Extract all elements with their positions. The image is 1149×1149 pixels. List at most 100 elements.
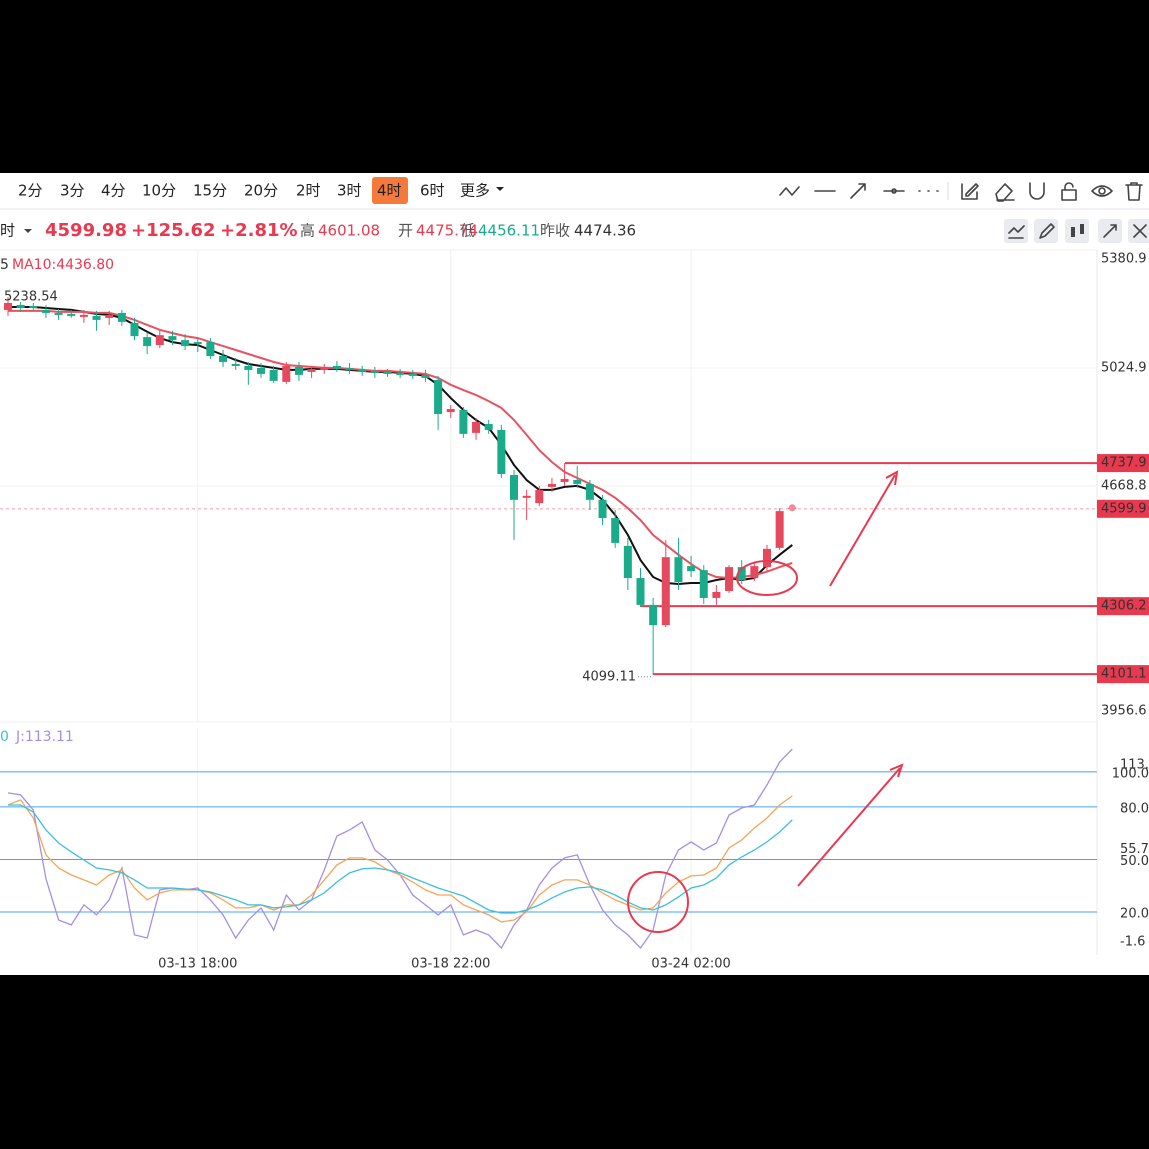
candle-body <box>560 478 569 482</box>
candle-body <box>623 545 632 579</box>
period: 时 <box>0 222 15 240</box>
candle-body <box>79 314 88 317</box>
candle-body <box>472 421 481 433</box>
more-caret <box>496 187 504 191</box>
candle-body <box>421 374 430 378</box>
axis-value-label: -1.6 <box>1120 935 1145 950</box>
tool-eraser[interactable] <box>995 183 1015 202</box>
price-tag-label: 4306.2 <box>1101 599 1147 614</box>
active-tab-bg[interactable] <box>372 177 408 204</box>
interval-tab[interactable]: 3时 <box>337 182 362 200</box>
tool-magnet[interactable] <box>1029 182 1045 200</box>
candle-body <box>459 410 468 434</box>
candle-body <box>282 365 291 382</box>
candle-body <box>535 489 544 504</box>
price-tag <box>1097 665 1149 684</box>
ma-legend: MA10:4436.80 <box>12 257 114 273</box>
interval-tab[interactable]: 15分 <box>193 182 227 200</box>
period-caret[interactable] <box>24 229 32 233</box>
btn-candles[interactable] <box>1065 219 1089 243</box>
interval-tab[interactable]: 6时 <box>420 182 445 200</box>
candle-body <box>105 314 114 318</box>
interval-tab[interactable]: 3分 <box>60 182 85 200</box>
y-tick-label: 3956.6 <box>1101 704 1147 719</box>
candle-body <box>649 604 658 626</box>
candle-body <box>687 566 696 572</box>
candle-body <box>661 557 670 626</box>
x-tick-label: 03-24 02:00 <box>651 957 730 972</box>
candle-body <box>67 313 76 316</box>
candle-body <box>408 373 417 376</box>
candle-body <box>598 499 607 519</box>
interval-tabs: 2分 3分 4分 10分 15分 20分 2时 3时 4时 6时 更多 <box>18 177 490 204</box>
stat-label: 昨收 <box>540 222 570 240</box>
btn-close[interactable] <box>1128 219 1149 243</box>
candle-body <box>434 379 443 415</box>
candle-body <box>244 365 253 370</box>
x-tick-label: 03-13 18:00 <box>158 957 237 972</box>
app-panel <box>0 173 1149 975</box>
candle-body <box>636 578 645 605</box>
interval-tab[interactable]: 20分 <box>244 182 278 200</box>
tool-trash[interactable] <box>1125 182 1143 201</box>
candle-body <box>674 557 683 583</box>
candle-body <box>29 305 38 308</box>
y-tick-label: 5380.9 <box>1101 252 1147 267</box>
candle-body <box>92 315 101 320</box>
interval-tab[interactable]: 4时 <box>377 182 402 200</box>
candle-body <box>585 483 594 500</box>
y-tick-label: 50.0 <box>1120 854 1149 869</box>
ma-legend: 5 <box>0 257 9 273</box>
change-pct: +2.81% <box>220 220 298 241</box>
stat-label: 开 <box>398 222 413 240</box>
interval-tab[interactable]: 2时 <box>296 182 321 200</box>
x-tick-label: 03-18 22:00 <box>411 957 490 972</box>
candle-body <box>396 372 405 375</box>
kdj-legend: J:113.11 <box>15 729 74 745</box>
chart-buttons[interactable] <box>1004 219 1149 243</box>
tool-trend[interactable] <box>779 186 800 196</box>
y-tick-label: 20.0 <box>1120 906 1149 921</box>
price-tag-label: 4599.9 <box>1101 501 1147 516</box>
candle-body <box>41 309 50 313</box>
candle-body <box>294 366 303 375</box>
candle-body <box>54 312 63 315</box>
tool-hline[interactable] <box>883 188 905 194</box>
tool-eye[interactable] <box>1091 185 1113 197</box>
change: +125.62 <box>131 220 216 241</box>
candle-body <box>320 366 329 370</box>
axis-value-label: 55.7 <box>1120 842 1149 857</box>
btn-draw[interactable] <box>1034 219 1058 243</box>
candle-body <box>510 474 518 500</box>
candle-body <box>4 302 12 310</box>
y-tick-label: 4668.8 <box>1101 478 1147 493</box>
candle-body <box>737 567 746 581</box>
candle-body <box>712 591 721 598</box>
stat-value: 4474.36 <box>574 222 636 240</box>
drawing-tools[interactable] <box>779 182 1143 202</box>
price-tag-label: 4737.9 <box>1101 456 1147 471</box>
tool-edit[interactable] <box>961 183 979 200</box>
candle-body <box>257 367 265 374</box>
btn-candles-icon <box>1071 224 1084 237</box>
interval-tab[interactable]: 4分 <box>101 182 126 200</box>
plot: 03-13 18:00 03-18 22:00 03-24 02:00 5380.9 5… <box>0 249 1149 972</box>
candle-body <box>484 423 493 430</box>
series-line <box>8 804 793 914</box>
live-dot <box>788 504 796 512</box>
tool-lock[interactable] <box>1061 182 1077 201</box>
candle-body <box>332 365 341 369</box>
annotation-arrow <box>829 470 899 587</box>
price-tag <box>1097 499 1149 518</box>
tool-arrow[interactable] <box>850 183 866 199</box>
interval-tab[interactable]: 10分 <box>142 182 176 200</box>
candle-body <box>383 371 392 374</box>
interval-tab[interactable]: 2分 <box>18 182 43 200</box>
stat-value: 4601.08 <box>318 222 380 240</box>
candle-body <box>725 567 734 591</box>
price-tag <box>1097 597 1149 616</box>
interval-tab[interactable]: 更多 <box>460 182 490 200</box>
series-line <box>7 795 793 923</box>
